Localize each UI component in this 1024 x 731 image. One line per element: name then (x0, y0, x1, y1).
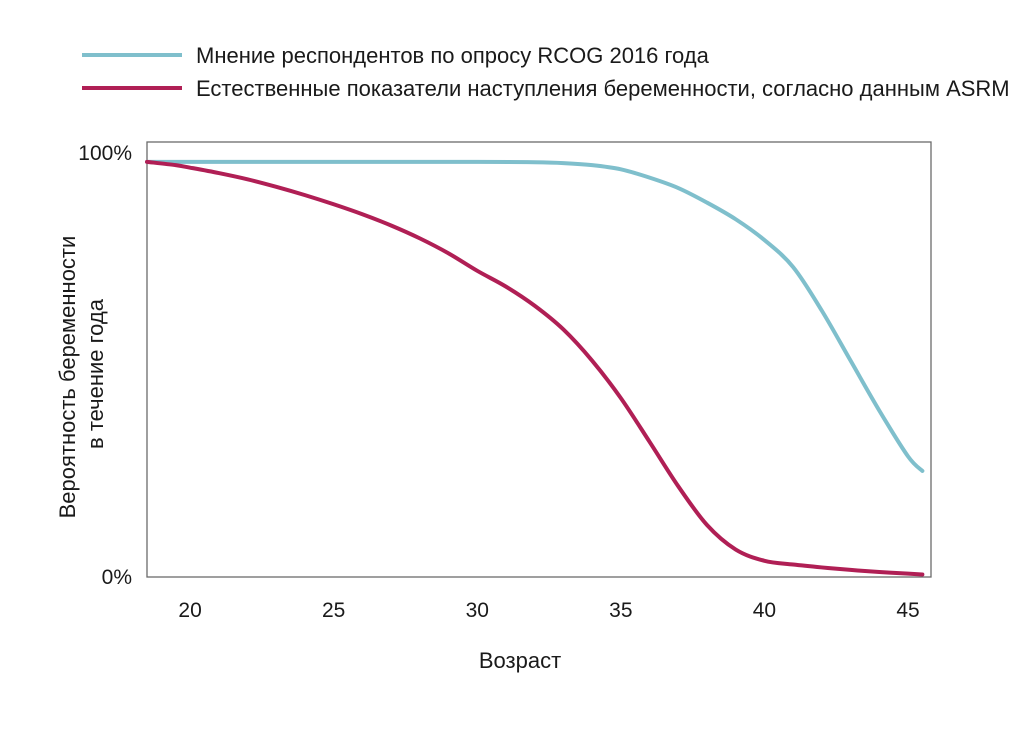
x-axis-title: Возраст (479, 648, 561, 673)
y-axis-title: Вероятность беременности в течение года (55, 230, 108, 519)
legend: Мнение респондентов по опросу RCOG 2016 … (82, 43, 1010, 101)
x-tick-label-20: 20 (178, 599, 201, 622)
plot-frame (146, 141, 932, 578)
x-tick-label-35: 35 (609, 599, 632, 622)
series-line-1 (145, 159, 925, 473)
y-axis-title-line-1: Вероятность беременности (55, 236, 80, 519)
legend-label-1: Мнение респондентов по опросу RCOG 2016 … (196, 43, 710, 68)
x-tick-label-40: 40 (753, 599, 776, 622)
x-tick-label-45: 45 (896, 599, 919, 622)
y-axis-ticks: 0% 100% (78, 142, 132, 589)
series-line-2 (145, 159, 925, 577)
x-axis-ticks: 20 25 30 35 40 45 (178, 599, 919, 622)
x-tick-label-30: 30 (466, 599, 489, 622)
series-layer (145, 159, 925, 577)
x-tick-label-25: 25 (322, 599, 345, 622)
legend-label-2: Естественные показатели наступления бере… (196, 76, 1010, 101)
y-tick-label-100: 100% (78, 142, 132, 165)
y-axis-title-line-2: в течение года (83, 298, 108, 449)
y-tick-label-0: 0% (102, 566, 132, 589)
